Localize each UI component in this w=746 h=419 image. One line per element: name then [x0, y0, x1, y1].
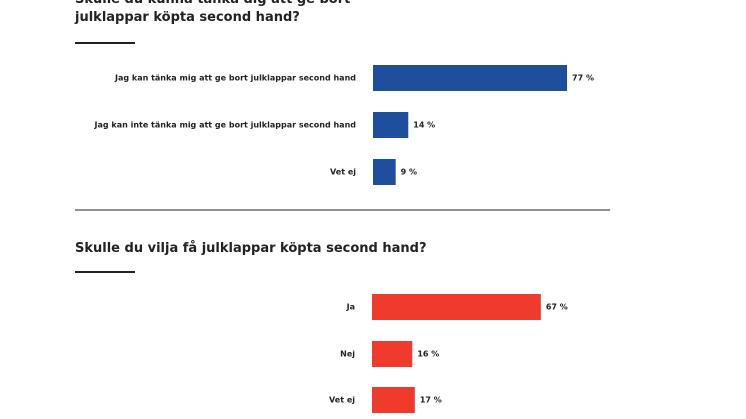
chart-title: Skulle du vilja få julklappar köpta seco… [75, 241, 427, 256]
category-label: Jag kan inte tänka mig att ge bort julkl… [94, 121, 357, 130]
value-label: 16 % [417, 350, 439, 359]
category-label: Jag kan tänka mig att ge bort julklappar… [114, 74, 356, 83]
chart-title: Skulle du kunna tänka dig att ge bort ju… [75, 0, 350, 25]
category-label: Vet ej [329, 396, 355, 405]
category-label: Ja [346, 303, 355, 312]
value-label: 17 % [420, 396, 442, 405]
category-label: Vet ej [330, 168, 356, 177]
value-label: 77 % [572, 74, 594, 83]
bar [373, 112, 409, 138]
bar [373, 159, 396, 185]
value-label: 9 % [401, 168, 417, 177]
value-label: 14 % [413, 121, 435, 130]
category-label: Nej [340, 350, 355, 359]
bar [372, 294, 541, 320]
value-label: 67 % [546, 303, 568, 312]
bar [372, 341, 413, 367]
bar [373, 65, 568, 91]
bar [372, 387, 415, 413]
